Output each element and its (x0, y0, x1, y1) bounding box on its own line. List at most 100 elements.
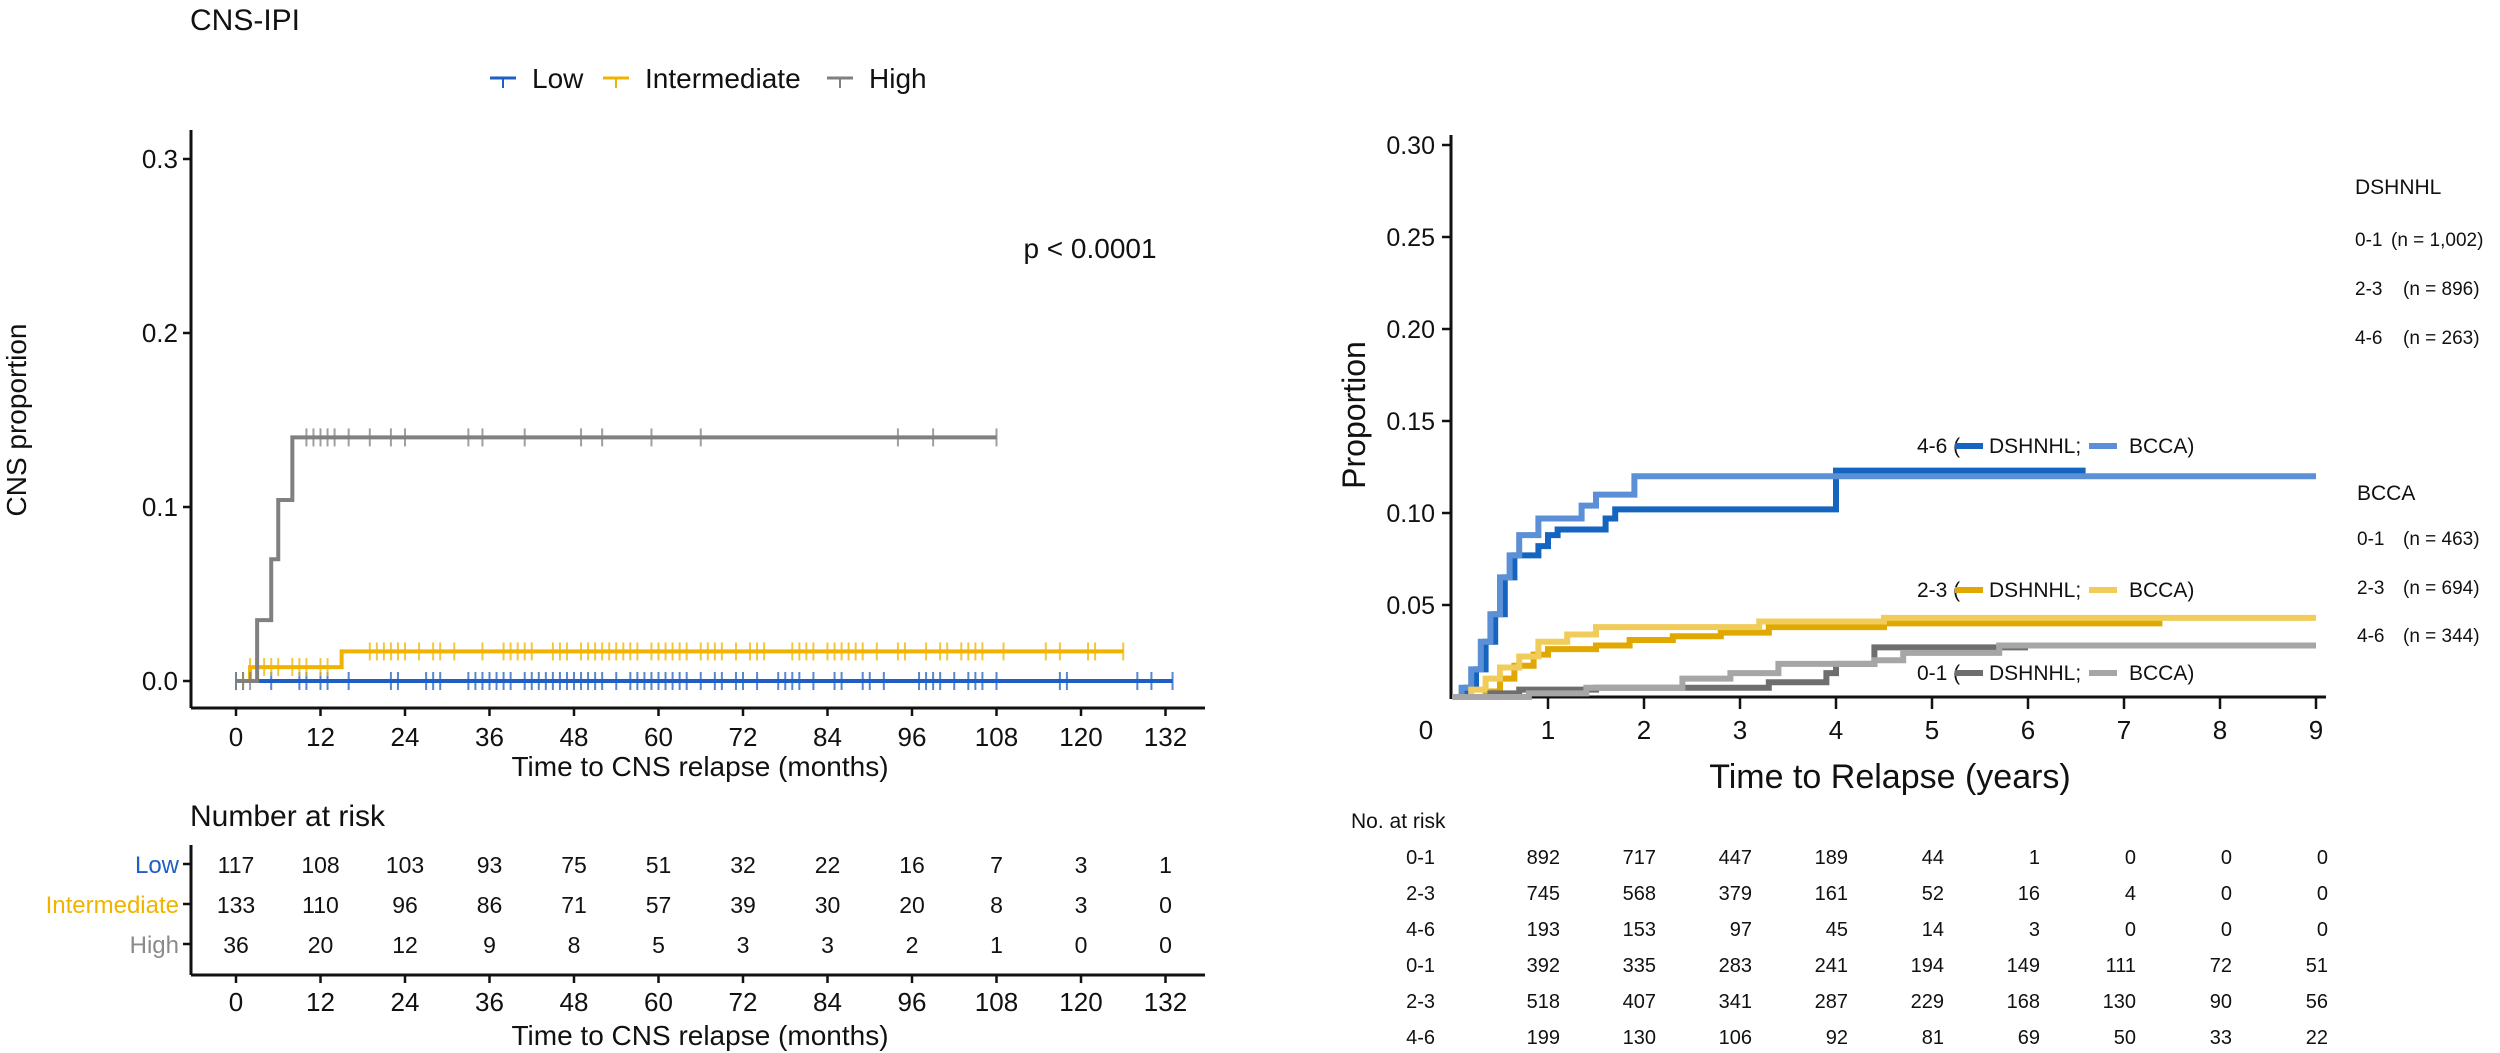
risk-cell: 108 (301, 852, 339, 878)
risk-cell: 130 (2103, 991, 2136, 1013)
right-x-tick-label: 0 (1419, 715, 1433, 745)
curve-high (236, 435, 997, 683)
risk-cell: 0 (1159, 932, 1172, 958)
risk-x-tick-label: 72 (729, 987, 758, 1017)
side-legend-dshnhl-title: DSHNHL (2355, 176, 2441, 199)
inline-legend-bcca-label: BCCA) (2129, 435, 2194, 458)
risk-cell: 20 (308, 932, 334, 958)
risk-row-label-intermediate: Intermediate (46, 892, 179, 919)
left-x-tick-label: 48 (560, 722, 589, 752)
risk-cell: 45 (1826, 919, 1848, 941)
risk-cell: 71 (561, 892, 587, 918)
right-x-tick-label: 3 (1733, 715, 1747, 745)
risk-cell: 892 (1527, 847, 1560, 869)
right-y-tick-label: 0.10 (1386, 500, 1435, 528)
left-x-tick-label: 60 (644, 722, 673, 752)
inline-legend-group: 0-1 ( (1917, 662, 1960, 685)
risk-cell: 22 (2306, 1027, 2328, 1049)
side-legend-group: 4-6 (2357, 626, 2384, 647)
risk-x-tick-label: 24 (391, 987, 420, 1017)
risk-cell: 130 (1623, 1027, 1656, 1049)
risk-cell: 745 (1527, 883, 1560, 905)
risk-row-label: 4-6 (1406, 919, 1435, 941)
left-x-tick-label: 24 (391, 722, 420, 752)
left-x-tick-label: 132 (1144, 722, 1187, 752)
left-x-tick-label: 120 (1059, 722, 1102, 752)
risk-cell: 149 (2007, 955, 2040, 977)
risk-row-label: 0-1 (1406, 847, 1435, 869)
risk-cell: 12 (392, 932, 418, 958)
right-y-tick-label: 0.20 (1386, 316, 1435, 344)
inline-legend-4-6: 4-6 (DSHNHL; BCCA) (1917, 435, 2194, 458)
risk-cell: 7 (990, 852, 1003, 878)
risk-cell: 14 (1922, 919, 1944, 941)
risk-row-label: 2-3 (1406, 883, 1435, 905)
risk-cell: 97 (1730, 919, 1752, 941)
risk-cell: 341 (1719, 991, 1752, 1013)
right-x-tick-label: 9 (2309, 715, 2323, 745)
right-axes: 0.05 0.10 0.15 0.20 0.25 0.30 0 1 2 3 4 5 6 7 8 9 (1386, 132, 2326, 745)
left-chart-cns-ipi: CNS-IPI Low Intermediate High CNS proporti… (1, 4, 1205, 1051)
risk-cell: 0 (2221, 883, 2232, 905)
risk-cell: 52 (1922, 883, 1944, 905)
legend-label-intermediate: Intermediate (645, 63, 801, 94)
risk-cell: 3 (821, 932, 834, 958)
risk-cell: 20 (899, 892, 925, 918)
curve-2-3-bcca (1452, 614, 2316, 700)
side-legend-n: (n = 896) (2403, 279, 2480, 300)
left-x-tick-label: 72 (729, 722, 758, 752)
risk-cell: 39 (730, 892, 756, 918)
risk-cell: 56 (2306, 991, 2328, 1013)
left-x-tick-label: 108 (975, 722, 1018, 752)
side-legend-group: 4-6 (2355, 328, 2382, 349)
right-x-tick-label: 5 (1925, 715, 1939, 745)
left-y-tick-label: 0.3 (142, 144, 178, 174)
right-x-tick-label: 6 (2021, 715, 2035, 745)
inline-legend-group: 2-3 ( (1917, 579, 1960, 602)
risk-cell: 86 (477, 892, 503, 918)
risk-cell: 379 (1719, 883, 1752, 905)
risk-cell: 69 (2018, 1027, 2040, 1049)
risk-cell: 447 (1719, 847, 1752, 869)
risk-cell: 32 (730, 852, 756, 878)
p-value-annotation: p < 0.0001 (1023, 233, 1156, 264)
inline-legend-bcca-label: BCCA) (2129, 662, 2194, 685)
risk-cell: 2 (906, 932, 919, 958)
risk-cell: 16 (899, 852, 925, 878)
risk-cell: 0 (2125, 919, 2136, 941)
risk-cell: 229 (1911, 991, 1944, 1013)
left-risk-x-axis-label: Time to CNS relapse (months) (511, 1020, 888, 1051)
inline-legend-dshnhl-label: DSHNHL; (1989, 435, 2081, 458)
risk-cell: 111 (2106, 955, 2136, 977)
risk-x-tick-label: 96 (898, 987, 927, 1017)
risk-cell: 283 (1719, 955, 1752, 977)
risk-cell: 241 (1815, 955, 1848, 977)
left-axes: 0.0 0.1 0.2 0.3 0 12 24 36 48 60 72 84 96 108 120 132 (142, 130, 1205, 752)
left-x-tick-label: 84 (813, 722, 842, 752)
risk-row-label: 2-3 (1406, 991, 1435, 1013)
risk-cell: 392 (1527, 955, 1560, 977)
left-y-tick-label: 0.2 (142, 318, 178, 348)
right-y-tick-label: 0.30 (1386, 132, 1435, 160)
risk-cell: 75 (561, 852, 587, 878)
risk-cell: 193 (1527, 919, 1560, 941)
left-risk-table-title: Number at risk (190, 800, 386, 833)
inline-legend-dshnhl-label: DSHNHL; (1989, 662, 2081, 685)
risk-cell: 0 (1075, 932, 1088, 958)
side-legend-group: 2-3 (2357, 578, 2384, 599)
risk-x-tick-label: 84 (813, 987, 842, 1017)
risk-x-tick-label: 36 (475, 987, 504, 1017)
risk-x-tick-label: 60 (644, 987, 673, 1017)
left-x-tick-label: 36 (475, 722, 504, 752)
right-x-tick-label: 1 (1541, 715, 1555, 745)
risk-cell: 194 (1911, 955, 1944, 977)
risk-cell: 30 (815, 892, 841, 918)
curve-4-6-bcca (1452, 473, 2316, 700)
right-x-tick-label: 4 (1829, 715, 1843, 745)
risk-cell: 110 (302, 892, 339, 918)
side-legend-bcca-title: BCCA (2357, 482, 2415, 505)
risk-cell: 51 (646, 852, 672, 878)
risk-cell: 33 (2210, 1027, 2232, 1049)
